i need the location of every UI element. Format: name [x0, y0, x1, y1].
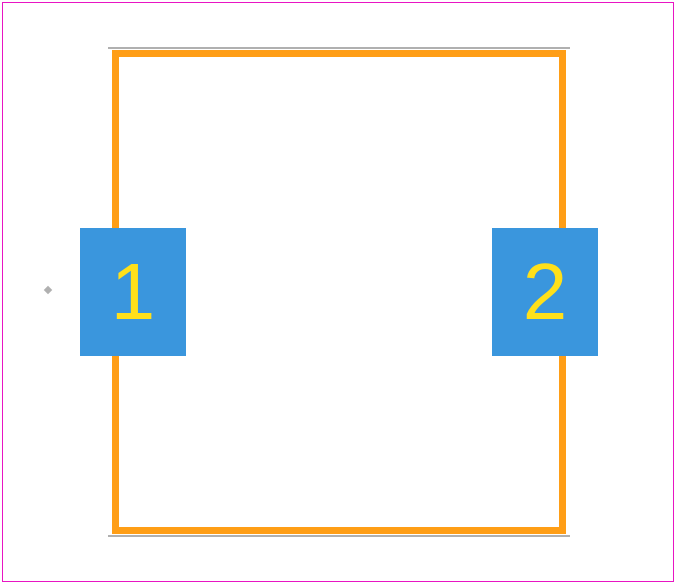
outline-bottom [112, 527, 566, 534]
silkscreen-top [108, 47, 570, 49]
pad-2-label: 2 [523, 246, 568, 338]
pad-1-label: 1 [111, 246, 156, 338]
outline-top [112, 50, 566, 57]
silkscreen-bottom [108, 535, 570, 537]
pad-1: 1 [80, 228, 186, 356]
pad-2: 2 [492, 228, 598, 356]
